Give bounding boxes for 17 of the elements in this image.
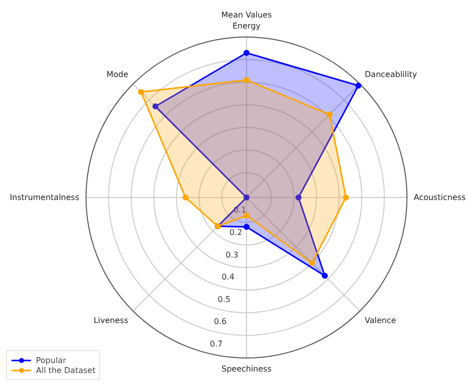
spoke-label: Acousticness	[414, 193, 466, 202]
spoke-label: Liveness	[94, 316, 128, 325]
spoke-label: Valence	[364, 316, 396, 325]
y-tick-label: 0.4	[222, 272, 234, 282]
spoke-label: Instrumentalness	[10, 193, 80, 202]
y-tick-label: 0.2	[230, 228, 242, 237]
legend-label: Popular	[36, 355, 66, 365]
spoke-label: Speechiness	[221, 364, 272, 374]
chart-title: Mean Values	[221, 10, 272, 20]
y-tick-label: 0.6	[214, 317, 227, 326]
y-tick-label: 0.7	[210, 339, 223, 348]
spoke-label: Danceablility	[364, 70, 418, 80]
spoke-label: Energy	[232, 21, 261, 30]
legend-label: All the Dataset	[36, 365, 96, 375]
y-tick-label: 0.5	[218, 294, 230, 304]
spoke-label: Mode	[106, 70, 128, 80]
y-tick-label: 0.3	[226, 250, 238, 260]
